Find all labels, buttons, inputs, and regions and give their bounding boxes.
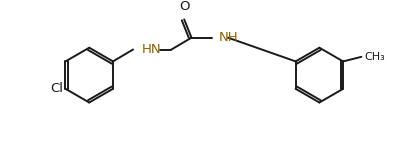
Text: CH₃: CH₃	[364, 52, 385, 62]
Text: O: O	[179, 0, 189, 13]
Text: NH: NH	[219, 31, 239, 44]
Text: Cl: Cl	[51, 82, 63, 95]
Text: HN: HN	[142, 43, 161, 56]
